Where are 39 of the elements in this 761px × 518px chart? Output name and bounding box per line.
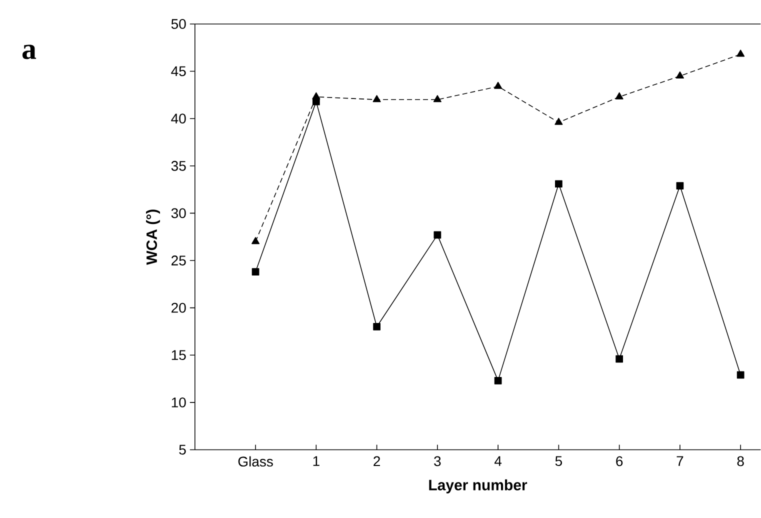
y-tick-label: 35 xyxy=(171,161,186,171)
x-tick-label: 7 xyxy=(676,456,684,466)
point xyxy=(433,95,442,102)
x-tick-label: 5 xyxy=(555,456,562,466)
point xyxy=(554,118,563,126)
y-axis-title: WCA (°) xyxy=(146,210,160,265)
x-tick-label: 6 xyxy=(616,456,623,466)
x-tick-label: 2 xyxy=(374,456,380,466)
x-tick-label: 8 xyxy=(737,456,744,466)
x-tick-label: 4 xyxy=(494,456,502,466)
point xyxy=(434,231,442,239)
point xyxy=(252,268,260,276)
point xyxy=(312,92,320,100)
y-tick-label: 15 xyxy=(172,350,186,360)
point xyxy=(616,355,624,363)
y-tick-label: 40 xyxy=(171,114,186,124)
x-tick-label: 1 xyxy=(313,456,320,466)
point xyxy=(372,95,381,102)
y-tick-label: 45 xyxy=(171,66,186,76)
y-tick-label: 10 xyxy=(172,398,186,408)
point xyxy=(494,377,502,384)
point xyxy=(736,50,745,57)
point xyxy=(676,72,684,79)
point xyxy=(373,323,380,331)
y-tick-label: 25 xyxy=(172,256,186,266)
point xyxy=(615,92,624,100)
y-tick-label: 50 xyxy=(171,19,186,30)
point xyxy=(494,82,502,90)
point xyxy=(555,180,562,188)
x-axis-title: Layer number xyxy=(429,480,528,494)
y-tick-label: 20 xyxy=(172,303,186,313)
point xyxy=(736,371,744,379)
text: a xyxy=(22,44,36,60)
y-tick-label: 5 xyxy=(179,445,186,455)
point xyxy=(252,237,260,244)
x-tick-label: 3 xyxy=(434,456,441,466)
x-tick-label: Glass xyxy=(238,456,273,467)
point xyxy=(676,182,684,190)
y-tick-label: 30 xyxy=(171,208,186,218)
